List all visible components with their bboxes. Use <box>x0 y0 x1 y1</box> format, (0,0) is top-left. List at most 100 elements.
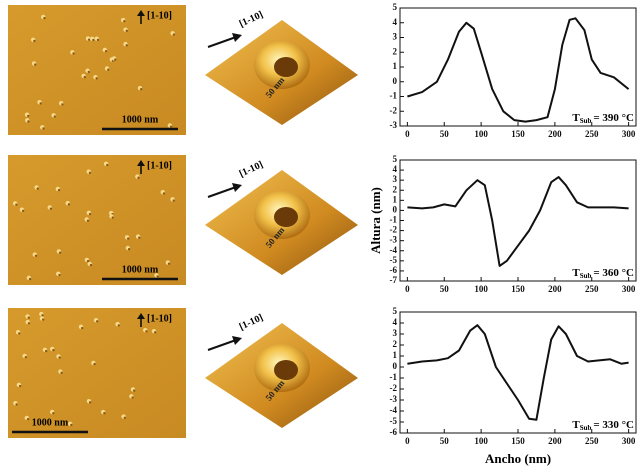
x-tick-label: 300 <box>622 129 636 139</box>
y-tick-label: 3 <box>393 328 398 338</box>
profile-line <box>407 325 628 420</box>
island-shadow <box>81 327 83 329</box>
inset-direction: [1-10] <box>238 312 265 333</box>
x-tick-label: 50 <box>440 284 450 294</box>
annotation: TSub= 390 °C <box>572 112 634 125</box>
profile-line <box>407 18 628 121</box>
island-shadow <box>168 263 170 265</box>
island-shadow <box>112 216 114 218</box>
island-shadow <box>68 203 70 205</box>
x-tick-label: 300 <box>622 436 636 446</box>
island-shadow <box>90 264 92 266</box>
island-shadow <box>88 71 90 73</box>
island-shadow <box>95 77 97 79</box>
x-tick-label: 0 <box>405 436 410 446</box>
island-shadow <box>124 417 126 419</box>
island-shadow <box>106 164 108 166</box>
annotation-text: = 390 °C <box>593 112 634 124</box>
y-tick-label: 2 <box>393 339 398 349</box>
island-shadow <box>61 103 63 105</box>
island-shadow <box>70 424 72 426</box>
profile-line <box>407 177 628 266</box>
x-tick-label: 300 <box>622 284 636 294</box>
plot-frame <box>400 312 636 433</box>
scale-label: 1000 nm <box>122 114 159 125</box>
island-shadow <box>133 389 135 391</box>
island-shadow <box>126 30 128 32</box>
annotation-subscript: Sub <box>580 117 592 125</box>
island-shadow <box>58 274 60 276</box>
y-tick-label: 1 <box>393 194 398 204</box>
island-shadow <box>27 418 29 420</box>
y-tick-label: 3 <box>393 32 398 42</box>
island-shadow <box>42 127 44 129</box>
island-shadow <box>163 192 165 194</box>
island-shadow <box>103 412 105 414</box>
y-tick-label: -1 <box>390 372 398 382</box>
y-tick-label: 0 <box>393 76 398 86</box>
x-tick-label: 100 <box>474 284 488 294</box>
y-tick-label: -1 <box>390 91 398 101</box>
island-shadow <box>173 33 175 35</box>
island-shadow <box>52 349 54 351</box>
annotation: TSub= 360 °C <box>572 267 634 280</box>
island-shadow <box>34 63 36 65</box>
y-tick-label: -5 <box>390 255 398 265</box>
island-shadow <box>107 68 109 70</box>
y-tick-label: 0 <box>393 204 398 214</box>
y-tick-label: -1 <box>390 215 398 225</box>
y-tick-label: -3 <box>390 235 398 245</box>
inset-arrow <box>208 37 236 47</box>
island-shadow <box>18 332 20 334</box>
annotation-subscript: Sub <box>580 272 592 280</box>
island-shadow <box>33 40 35 42</box>
island-shadow <box>29 278 31 280</box>
inset-arrow <box>208 340 236 350</box>
island-shadow <box>128 248 130 250</box>
x-tick-label: 0 <box>405 129 410 139</box>
x-tick-label: 50 <box>440 436 450 446</box>
island-shadow <box>15 203 17 205</box>
y-axis-label: Altura (nm) <box>368 187 383 254</box>
island-shadow <box>84 76 86 78</box>
y-tick-label: 5 <box>393 306 398 316</box>
island-shadow <box>39 102 41 104</box>
y-tick-label: 2 <box>393 46 398 56</box>
y-tick-label: 1 <box>393 61 398 71</box>
island-shadow <box>19 385 21 387</box>
inset-arrow-head <box>232 336 242 345</box>
x-tick-label: 100 <box>474 436 488 446</box>
island-shadow <box>22 210 24 212</box>
scale-label: 1000 nm <box>32 417 69 428</box>
island-shadow <box>170 125 172 127</box>
page: { "images": [ {"direction": "[1-10]", "s… <box>0 0 642 471</box>
island-shadow <box>145 330 147 332</box>
inset-direction: [1-10] <box>238 9 265 30</box>
direction-label: [1-10] <box>147 10 172 21</box>
y-tick-label: -4 <box>390 405 398 415</box>
inset-arrow-head <box>232 183 242 192</box>
island-shadow <box>138 237 140 239</box>
annotation-text: = 330 °C <box>593 419 634 431</box>
direction-label: [1-10] <box>147 160 172 171</box>
direction-label: [1-10] <box>147 313 172 324</box>
y-tick-label: 4 <box>393 164 398 174</box>
afm-image <box>8 155 186 285</box>
x-tick-label: 150 <box>511 436 525 446</box>
y-tick-label: 0 <box>393 361 398 371</box>
island-shadow <box>27 120 29 122</box>
y-tick-label: -3 <box>390 120 398 130</box>
x-tick-label: 250 <box>585 436 599 446</box>
plot-frame <box>400 8 636 126</box>
y-tick-label: 5 <box>393 154 398 164</box>
pit <box>274 360 298 380</box>
island-shadow <box>59 251 61 253</box>
x-tick-label: 150 <box>511 284 525 294</box>
scale-label: 1000 nm <box>122 264 159 275</box>
pit <box>274 57 298 77</box>
island-shadow <box>72 52 74 54</box>
x-tick-label: 250 <box>585 129 599 139</box>
island-shadow <box>54 115 56 117</box>
y-tick-label: -5 <box>390 416 398 426</box>
x-tick-label: 200 <box>548 129 562 139</box>
